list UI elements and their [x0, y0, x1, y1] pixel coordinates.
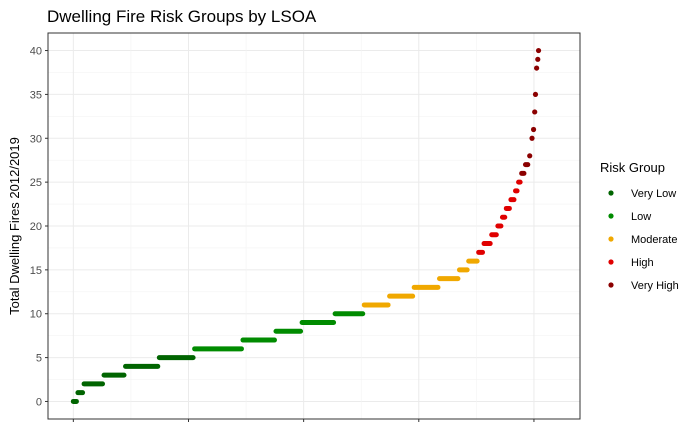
y-tick-label: 0: [36, 396, 42, 408]
gridlines: [48, 33, 580, 419]
legend-label: Very Low: [631, 188, 676, 200]
y-tick-label: 25: [30, 177, 42, 189]
data-point: [535, 47, 542, 54]
data-point: [532, 109, 538, 115]
legend-label: Low: [631, 211, 651, 223]
y-tick-label: 10: [30, 309, 42, 321]
chart-title: Dwelling Fire Risk Groups by LSOA: [47, 7, 317, 26]
data-point: [530, 126, 537, 133]
y-tick-label: 15: [30, 265, 42, 277]
y-tick-label: 5: [36, 353, 42, 365]
legend-key: [608, 282, 614, 288]
y-axis: 0 5 10 15 20 25 30 35 40: [30, 46, 535, 422]
legend-key: [608, 213, 614, 219]
legend-title: Risk Group: [600, 160, 665, 175]
plot-panel: [47, 32, 581, 420]
data-point: [535, 56, 541, 62]
legend: Risk Group Very Low Low Moderate High Very H…: [600, 160, 679, 292]
y-axis-label: Total Dwelling Fires 2012/2019: [7, 137, 22, 315]
legend-label: High: [631, 257, 654, 269]
data-point: [527, 153, 533, 159]
legend-key: [608, 259, 614, 265]
y-tick-label: 35: [30, 89, 42, 101]
legend-label: Moderate: [631, 234, 677, 246]
y-tick-label: 20: [30, 221, 42, 233]
data-point: [529, 135, 535, 141]
data-point: [534, 65, 540, 71]
y-tick-label: 40: [30, 46, 42, 58]
legend-label: Very High: [631, 280, 679, 292]
legend-key: [608, 190, 614, 196]
y-tick-label: 30: [30, 133, 42, 145]
data-point: [532, 91, 539, 98]
legend-key: [608, 236, 614, 242]
data-points: [70, 47, 542, 404]
